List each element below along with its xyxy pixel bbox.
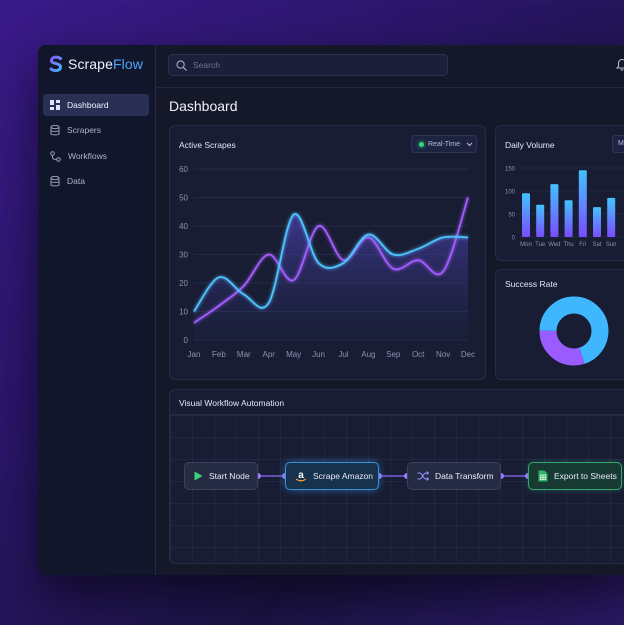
- database-icon: [50, 175, 60, 186]
- bar: [607, 197, 616, 237]
- workflow-header: Visual Workflow Automation: [170, 390, 624, 415]
- x-tick-label: Thu: [563, 242, 573, 248]
- app-window: ScrapeFlow Dashboard Scrapers Workflows: [38, 45, 624, 575]
- sidebar-item-workflows[interactable]: Workflows: [43, 145, 149, 167]
- period-select[interactable]: M: [612, 135, 624, 153]
- x-tick-label: Mon: [520, 242, 532, 248]
- logo-text-scrape: Scrape: [68, 56, 113, 72]
- active-scrapes-chart: 0 10 20 30 40 50 60 Jan Feb Mar Apr May Jun Jul Aug Sep…: [179, 165, 475, 359]
- x-tick-label: Feb: [212, 350, 226, 359]
- bar: [522, 193, 530, 237]
- node-label: Scrape Amazon: [313, 471, 374, 481]
- y-tick-label: 40: [179, 222, 188, 231]
- bar: [564, 200, 573, 237]
- node-label: Data Transform: [435, 471, 494, 481]
- chevron-down-icon: [466, 142, 473, 146]
- live-status-dot: [419, 141, 424, 147]
- node-label: Export to Sheets: [554, 471, 617, 481]
- card-title: Active Scrapes: [179, 140, 236, 150]
- series-area: [194, 213, 468, 340]
- sidebar-item-label: Scrapers: [67, 125, 102, 135]
- grid-icon: [50, 100, 60, 110]
- x-tick-label: Sun: [606, 242, 617, 248]
- workflow-node-data-transform[interactable]: Data Transform: [407, 462, 501, 490]
- x-tick-label: Sep: [386, 350, 401, 359]
- dropdown-label: Real-Time: [428, 140, 461, 148]
- y-tick-label: 50: [508, 213, 515, 219]
- x-tick-label: May: [286, 350, 301, 359]
- pie-slice: [539, 296, 609, 366]
- sidebar-item-label: Workflows: [68, 151, 108, 161]
- x-tick-label: Mar: [237, 350, 251, 359]
- y-tick-label: 60: [179, 165, 188, 174]
- x-tick-label: Jan: [188, 350, 201, 359]
- scrapeflow-logo-icon: [49, 55, 63, 73]
- page-title: Dashboard: [169, 98, 238, 114]
- x-tick-label: Aug: [361, 350, 375, 359]
- y-tick-label: 0: [184, 336, 189, 345]
- logo[interactable]: ScrapeFlow: [48, 55, 143, 73]
- card-title: Visual Workflow Automation: [179, 398, 285, 408]
- bar: [536, 204, 545, 237]
- x-tick-label: Wed: [548, 242, 560, 248]
- success-rate-chart: [539, 296, 609, 366]
- x-tick-label: Sat: [592, 242, 601, 248]
- success-rate-card: Success Rate: [495, 269, 624, 380]
- x-tick-label: Jul: [338, 350, 348, 359]
- search-icon: [176, 59, 187, 71]
- bell-icon[interactable]: [616, 58, 624, 71]
- y-tick-label: 10: [179, 308, 188, 317]
- logo-text-flow: Flow: [112, 56, 143, 72]
- sidebar-item-dashboard[interactable]: Dashboard: [43, 94, 149, 116]
- sidebar-item-label: Dashboard: [67, 100, 109, 110]
- x-tick-label: Fri: [579, 242, 586, 248]
- bar: [550, 184, 559, 237]
- series-line-cyan: [193, 213, 469, 313]
- node-label: Start Node: [209, 471, 250, 481]
- x-tick-label: Tue: [535, 242, 546, 248]
- series-line-purple: [193, 197, 469, 324]
- daily-volume-chart: 0 50 100 150 Mon Tue Wed Thu Fri Sat Sun: [505, 167, 624, 248]
- sidebar-item-scrapers[interactable]: Scrapers: [43, 119, 149, 141]
- top-bar: [155, 45, 624, 88]
- realtime-dropdown[interactable]: Real-Time: [411, 135, 477, 153]
- workflow-node-start[interactable]: Start Node: [184, 462, 258, 490]
- workflow-card: Visual Workflow Automation Start Node a …: [169, 389, 624, 564]
- sidebar-item-label: Data: [67, 176, 85, 186]
- pie-slice: [539, 296, 609, 366]
- card-title: Daily Volume: [505, 140, 555, 150]
- workflow-icon: [50, 150, 61, 162]
- shuffle-icon: [417, 471, 429, 481]
- play-icon: [194, 471, 203, 481]
- donut-hole: [557, 314, 591, 348]
- x-tick-label: Apr: [263, 350, 276, 359]
- amazon-icon: a: [295, 470, 307, 482]
- search-box[interactable]: [168, 54, 448, 76]
- daily-volume-card: Daily Volume M 0 50 100 150 Mon Tue Wed Thu Fri S…: [495, 125, 624, 261]
- active-scrapes-card: Active Scrapes Real-Time 0 10 20 30 40 50 60 Ja…: [169, 125, 486, 380]
- y-tick-label: 100: [505, 190, 516, 196]
- sheets-icon: [538, 470, 548, 482]
- y-tick-label: 50: [179, 194, 188, 203]
- svg-text:a: a: [298, 470, 304, 481]
- x-tick-label: Nov: [436, 350, 450, 359]
- search-input[interactable]: [193, 60, 433, 70]
- bar: [578, 170, 587, 237]
- x-tick-label: Jun: [312, 350, 325, 359]
- x-tick-label: Dec: [461, 350, 475, 359]
- bar: [593, 207, 601, 237]
- sidebar: ScrapeFlow Dashboard Scrapers Workflows: [38, 45, 156, 575]
- y-tick-label: 30: [179, 251, 188, 260]
- database-icon: [50, 124, 60, 135]
- x-tick-label: Oct: [412, 350, 425, 359]
- y-tick-label: 0: [512, 236, 516, 242]
- workflow-node-scrape-amazon[interactable]: a Scrape Amazon: [285, 462, 379, 490]
- y-tick-label: 150: [505, 167, 516, 173]
- card-title: Success Rate: [505, 279, 558, 289]
- workflow-node-export-sheets[interactable]: Export to Sheets: [528, 462, 622, 490]
- sidebar-item-data[interactable]: Data: [43, 170, 149, 192]
- y-tick-label: 20: [179, 279, 188, 288]
